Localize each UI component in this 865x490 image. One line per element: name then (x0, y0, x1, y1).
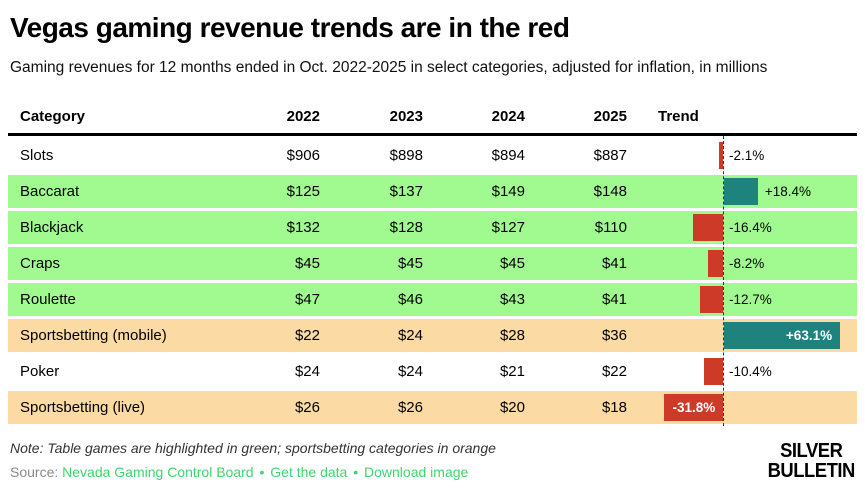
value-cell-2024: $21 (499, 363, 525, 380)
source-line: Source: Nevada Gaming Control Board • Ge… (10, 464, 496, 480)
value-cell-2024: $127 (491, 219, 525, 236)
trend-bar (719, 142, 723, 169)
value-cell-2023: $24 (397, 327, 423, 344)
table-row: Blackjack $132 $128 $127 $110 -16.4% (8, 211, 857, 244)
note-text: Note: Table games are highlighted in gre… (10, 440, 496, 456)
trend-cell: -2.1% (627, 139, 857, 172)
trend-cell: -8.2% (627, 247, 857, 280)
value-cell-2024: $43 (499, 291, 525, 308)
value-cell-2022: $132 (286, 219, 320, 236)
trend-cell: -31.8% (627, 391, 857, 424)
value-cell-2023: $26 (397, 399, 423, 416)
value-cell-2023: $137 (389, 183, 423, 200)
category-cell: Slots (20, 147, 54, 164)
source-prefix: Source: (10, 464, 59, 480)
category-cell: Blackjack (20, 219, 84, 236)
column-header-category: Category (20, 107, 86, 125)
source-link-download-image[interactable]: Download image (364, 464, 469, 480)
footer-notes: Note: Table games are highlighted in gre… (10, 440, 496, 480)
category-cell: Craps (20, 255, 61, 272)
value-cell-2022: $47 (294, 291, 320, 308)
value-cell-2022: $22 (294, 327, 320, 344)
trend-value-label: -31.8% (672, 400, 716, 415)
trend-value-label: -10.4% (729, 364, 772, 379)
trend-bar (724, 178, 758, 205)
category-cell: Sportsbetting (mobile) (20, 327, 167, 344)
column-header-2024: 2024 (491, 107, 525, 125)
table-body: Slots $906 $898 $894 $887 -2.1% Baccarat $125 $1… (8, 139, 857, 424)
trend-bar (707, 250, 723, 277)
table-header-row: Category 2022 2023 2024 2025 Trend (8, 99, 857, 133)
value-cell-2023: $898 (389, 147, 423, 164)
value-cell-2025: $36 (601, 327, 627, 344)
value-cell-2023: $128 (389, 219, 423, 236)
value-cell-2025: $18 (601, 399, 627, 416)
table-row: Roulette $47 $46 $43 $41 -12.7% (8, 283, 857, 316)
trend-bar (692, 214, 723, 241)
trend-value-label: -12.7% (729, 292, 772, 307)
value-cell-2025: $148 (593, 183, 627, 200)
column-header-2022: 2022 (286, 107, 320, 125)
value-cell-2024: $894 (491, 147, 525, 164)
column-header-trend: Trend (658, 107, 699, 125)
trend-value-label: -2.1% (729, 148, 765, 163)
trend-value-label: +18.4% (764, 184, 812, 199)
trend-bar (703, 358, 723, 385)
trend-bar (724, 322, 841, 349)
category-cell: Poker (20, 363, 60, 380)
revenue-table: Category 2022 2023 2024 2025 Trend Slots… (8, 99, 857, 426)
value-cell-2025: $22 (601, 363, 627, 380)
footer: Note: Table games are highlighted in gre… (10, 440, 855, 481)
table-row: Baccarat $125 $137 $149 $148 +18.4% (8, 175, 857, 208)
value-cell-2023: $45 (397, 255, 423, 272)
trend-value-label: -8.2% (729, 256, 765, 271)
trend-cell: -16.4% (627, 211, 857, 244)
column-header-2025: 2025 (593, 107, 627, 125)
silver-bulletin-logo: SILVER BULLETIN (767, 440, 856, 482)
source-separator: • (259, 464, 265, 480)
value-cell-2025: $110 (594, 219, 627, 236)
value-cell-2024: $20 (499, 399, 525, 416)
page-title: Vegas gaming revenue trends are in the r… (10, 12, 570, 43)
table-row: Poker $24 $24 $21 $22 -10.4% (8, 355, 857, 388)
source-link-nevada-gaming-control-board[interactable]: Nevada Gaming Control Board (62, 464, 254, 480)
trend-bar (699, 286, 723, 313)
category-cell: Baccarat (20, 183, 80, 200)
table-row: Craps $45 $45 $45 $41 -8.2% (8, 247, 857, 280)
trend-value-label: -16.4% (729, 220, 772, 235)
value-cell-2024: $28 (499, 327, 525, 344)
value-cell-2022: $24 (294, 363, 320, 380)
logo-line-2: BULLETIN (767, 459, 856, 482)
value-cell-2022: $26 (294, 399, 320, 416)
source-link-get-the-data[interactable]: Get the data (270, 464, 348, 480)
trend-bar (664, 394, 723, 421)
trend-zero-line (723, 136, 724, 426)
value-cell-2023: $24 (397, 363, 423, 380)
trend-cell: +18.4% (627, 175, 857, 208)
value-cell-2025: $41 (601, 291, 627, 308)
subtitle: Gaming revenues for 12 months ended in O… (10, 59, 768, 76)
table-row: Slots $906 $898 $894 $887 -2.1% (8, 139, 857, 172)
value-cell-2023: $46 (397, 291, 423, 308)
value-cell-2022: $125 (286, 183, 320, 200)
category-cell: Sportsbetting (live) (20, 399, 146, 416)
category-cell: Roulette (20, 291, 76, 308)
value-cell-2022: $45 (294, 255, 320, 272)
value-cell-2025: $887 (593, 147, 627, 164)
value-cell-2022: $906 (286, 147, 320, 164)
logo-line-1: SILVER (780, 440, 843, 462)
table-row: Sportsbetting (mobile) $22 $24 $28 $36 +63.1% (8, 319, 857, 352)
trend-cell: -12.7% (627, 283, 857, 316)
value-cell-2024: $45 (499, 255, 525, 272)
trend-cell: +63.1% (627, 319, 857, 352)
trend-cell: -10.4% (627, 355, 857, 388)
table-row: Sportsbetting (live) $26 $26 $20 $18 -31.8% (8, 391, 857, 424)
trend-value-label: +63.1% (785, 328, 833, 343)
value-cell-2025: $41 (601, 255, 627, 272)
source-separator: • (353, 464, 359, 480)
header-rule (8, 133, 857, 136)
column-header-2023: 2023 (389, 107, 423, 125)
value-cell-2024: $149 (491, 183, 525, 200)
